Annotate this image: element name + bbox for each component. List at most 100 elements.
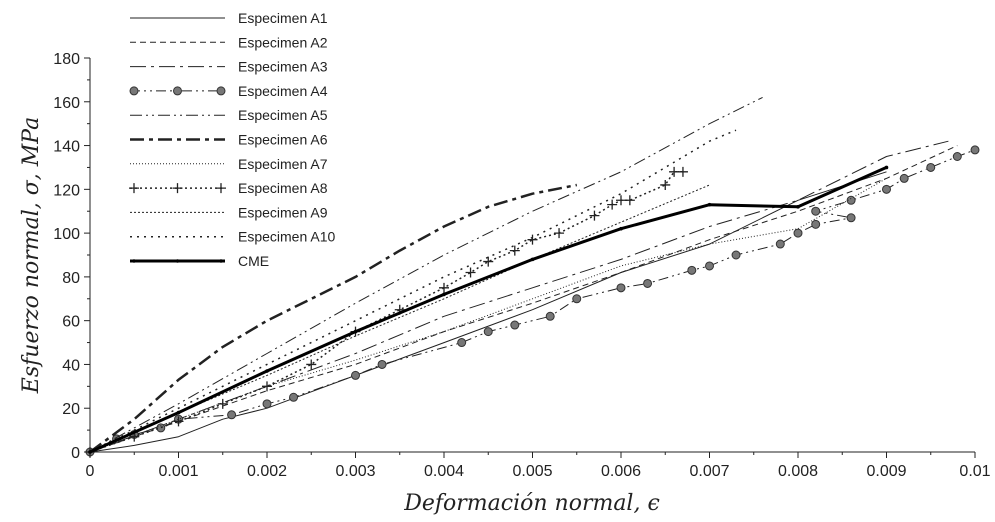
legend-item: Especimen A8 — [129, 180, 328, 196]
legend-label: Especimen A7 — [238, 156, 328, 172]
data-point — [442, 292, 446, 297]
data-point — [554, 228, 565, 239]
data-point — [731, 250, 741, 260]
data-point — [607, 199, 618, 210]
legend-marker — [219, 259, 223, 263]
data-point — [483, 256, 494, 267]
y-tick-label: 80 — [62, 270, 80, 287]
y-tick-label: 40 — [62, 357, 80, 374]
series-line — [89, 129, 737, 453]
legend-item: Especimen A9 — [130, 204, 328, 220]
data-point — [545, 311, 555, 321]
legend-label: Especimen A6 — [238, 132, 328, 148]
data-point — [616, 283, 626, 293]
series-line — [89, 183, 578, 454]
legend-label: Especimen A1 — [238, 10, 328, 26]
legend-item: Especimen A2 — [130, 34, 328, 50]
data-point — [527, 234, 538, 245]
x-tick-label: 0.004 — [424, 463, 464, 480]
data-point — [775, 239, 785, 249]
legend-marker — [132, 259, 136, 263]
data-point — [227, 410, 237, 420]
y-tick-label: 20 — [62, 401, 80, 418]
x-tick-label: 0.005 — [512, 463, 552, 480]
data-point — [705, 261, 714, 271]
legend: Especimen A1 Especimen A2 Especimen A3 Espe… — [129, 10, 335, 269]
series-1 — [89, 171, 887, 453]
legend-marker — [216, 86, 226, 96]
series-4 — [85, 145, 980, 457]
x-tick-label: 0.007 — [689, 463, 729, 480]
legend-marker — [129, 183, 139, 194]
legend-label: Especimen A5 — [238, 107, 328, 123]
legend-marker — [175, 259, 180, 263]
x-tick-label: 0.006 — [601, 463, 641, 480]
y-tick-label: 0 — [71, 445, 80, 462]
data-point — [970, 145, 980, 155]
x-tick-label: 0.003 — [335, 463, 375, 480]
data-point — [217, 398, 228, 409]
series-line — [89, 171, 887, 453]
data-point — [265, 369, 269, 373]
series-5 — [89, 96, 763, 453]
data-point — [899, 173, 909, 183]
y-tick-label: 100 — [53, 226, 80, 243]
data-point — [687, 265, 697, 275]
data-point — [846, 195, 856, 205]
series-10 — [89, 129, 737, 453]
data-point — [173, 416, 184, 427]
legend-marker — [172, 183, 183, 194]
data-point — [439, 282, 449, 293]
data-point — [88, 450, 92, 454]
data-point — [926, 162, 936, 172]
data-point — [509, 245, 520, 256]
legend-marker — [216, 183, 226, 194]
legend-item: Especimen A5 — [130, 107, 328, 123]
x-tick-label: 0.001 — [158, 463, 198, 480]
legend-item: Especimen A4 — [129, 83, 328, 99]
legend-marker — [173, 86, 182, 96]
data-point — [176, 410, 181, 415]
legend-label: Especimen A8 — [238, 180, 328, 196]
legend-label: CME — [238, 253, 269, 269]
data-point — [616, 195, 626, 206]
data-point — [306, 359, 317, 370]
y-tick-label: 120 — [53, 182, 80, 199]
data-point — [669, 166, 680, 177]
legend-label: Especimen A10 — [238, 229, 335, 245]
x-tick-label: 0.009 — [866, 463, 906, 480]
x-tick-label: 0.002 — [247, 463, 287, 480]
data-point — [589, 210, 600, 221]
series-11 — [88, 165, 889, 454]
legend-item: Especimen A6 — [130, 132, 328, 148]
data-point — [377, 359, 387, 369]
legend-item: Especimen A3 — [130, 59, 328, 75]
data-point — [884, 165, 889, 170]
legend-marker — [129, 86, 139, 96]
data-point — [882, 184, 891, 194]
data-point — [465, 267, 476, 278]
y-tick-label: 180 — [53, 51, 80, 68]
data-point — [156, 423, 166, 433]
data-point — [483, 327, 493, 337]
data-point — [707, 202, 712, 207]
data-point — [677, 166, 688, 177]
series-line — [89, 96, 763, 453]
data-point — [262, 399, 272, 409]
x-tick-label: 0.01 — [959, 463, 990, 480]
series-2 — [89, 145, 958, 453]
legend-label: Especimen A2 — [238, 34, 328, 50]
data-point — [457, 338, 467, 348]
legend-item: CME — [130, 253, 269, 269]
data-point — [353, 329, 358, 334]
x-tick-label: 0.008 — [778, 463, 818, 480]
data-point — [643, 278, 653, 288]
series-6 — [89, 183, 578, 454]
data-point — [952, 152, 962, 161]
data-point — [811, 206, 821, 216]
data-point — [811, 219, 821, 229]
data-point — [660, 179, 671, 190]
data-point — [846, 213, 856, 223]
legend-label: Especimen A9 — [238, 204, 328, 220]
series-line — [89, 177, 887, 453]
